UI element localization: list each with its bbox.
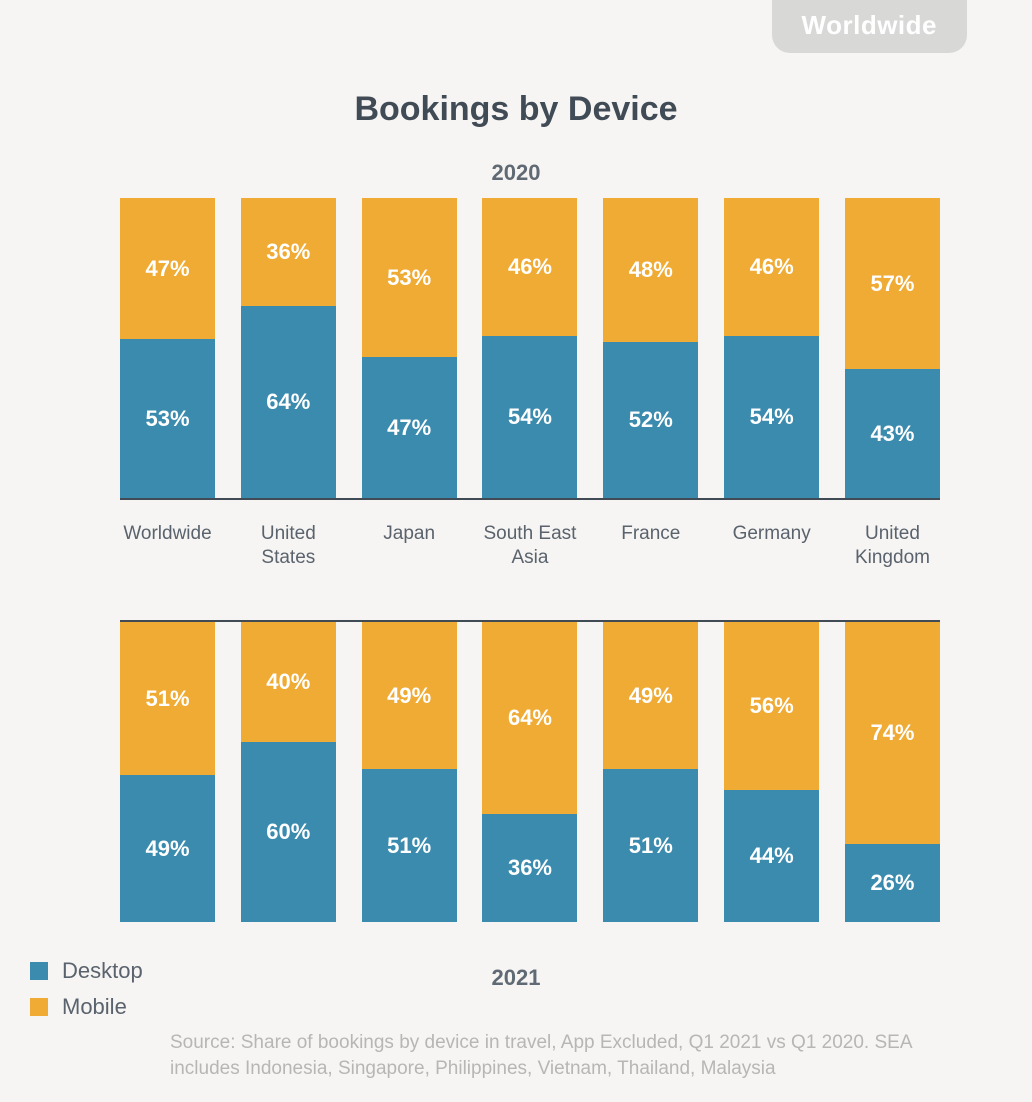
legend-item-desktop: Desktop: [30, 958, 143, 984]
bar-segment-desktop: 53%: [120, 339, 215, 498]
bar-segment-mobile: 53%: [362, 198, 457, 357]
bar-segment-desktop: 60%: [241, 742, 336, 922]
category-labels: Worldwide United States Japan South East As…: [120, 510, 940, 610]
category-label: South East Asia: [482, 510, 577, 610]
bar-segment-desktop: 54%: [724, 336, 819, 498]
chart-2020: 47%53%36%64%53%47%46%54%48%52%46%54%57%4…: [120, 200, 940, 500]
bar-segment-desktop: 43%: [845, 369, 940, 498]
bar-segment-desktop: 51%: [362, 769, 457, 922]
bar-segment-desktop: 64%: [241, 306, 336, 498]
bar-segment-mobile: 51%: [120, 622, 215, 775]
chart-2021: 51%49%40%60%49%51%64%36%49%51%56%44%74%2…: [120, 620, 940, 920]
bar-segment-desktop: 44%: [724, 790, 819, 922]
bar-segment-mobile: 64%: [482, 622, 577, 814]
bar-2021: 74%26%: [845, 622, 940, 922]
bar-2020: 48%52%: [603, 198, 698, 498]
category-label: Germany: [724, 510, 819, 610]
bar-2021: 40%60%: [241, 622, 336, 922]
bar-segment-mobile: 47%: [120, 198, 215, 339]
legend-label-desktop: Desktop: [62, 958, 143, 984]
category-label: France: [603, 510, 698, 610]
bar-segment-mobile: 57%: [845, 198, 940, 369]
bar-2020: 57%43%: [845, 198, 940, 498]
region-badge: Worldwide: [772, 0, 967, 53]
bar-2020: 36%64%: [241, 198, 336, 498]
bar-segment-mobile: 49%: [362, 622, 457, 769]
legend-item-mobile: Mobile: [30, 994, 143, 1020]
year-label-bottom: 2021: [0, 965, 1032, 991]
bar-segment-desktop: 47%: [362, 357, 457, 498]
bar-segment-mobile: 48%: [603, 198, 698, 342]
bar-2020: 46%54%: [482, 198, 577, 498]
bar-segment-desktop: 54%: [482, 336, 577, 498]
bar-2021: 49%51%: [362, 622, 457, 922]
bar-segment-mobile: 36%: [241, 198, 336, 306]
category-label: United Kingdom: [845, 510, 940, 610]
bar-segment-desktop: 26%: [845, 844, 940, 922]
bar-segment-mobile: 46%: [724, 198, 819, 336]
bar-segment-desktop: 52%: [603, 342, 698, 498]
legend-label-mobile: Mobile: [62, 994, 127, 1020]
bar-2021: 64%36%: [482, 622, 577, 922]
bar-2021: 49%51%: [603, 622, 698, 922]
bar-2020: 46%54%: [724, 198, 819, 498]
bar-2020: 53%47%: [362, 198, 457, 498]
legend: Desktop Mobile: [30, 958, 143, 1030]
bar-segment-mobile: 40%: [241, 622, 336, 742]
source-text: Source: Share of bookings by device in t…: [170, 1030, 930, 1081]
chart-title: Bookings by Device: [0, 90, 1032, 129]
legend-swatch-desktop: [30, 962, 48, 980]
bar-segment-desktop: 49%: [120, 775, 215, 922]
category-label: United States: [241, 510, 336, 610]
category-label: Worldwide: [120, 510, 215, 610]
bar-2020: 47%53%: [120, 198, 215, 498]
legend-swatch-mobile: [30, 998, 48, 1016]
bar-segment-desktop: 51%: [603, 769, 698, 922]
bar-segment-mobile: 46%: [482, 198, 577, 336]
bar-segment-mobile: 74%: [845, 622, 940, 844]
bar-segment-desktop: 36%: [482, 814, 577, 922]
bar-2021: 51%49%: [120, 622, 215, 922]
bar-2021: 56%44%: [724, 622, 819, 922]
bar-segment-mobile: 49%: [603, 622, 698, 769]
bar-segment-mobile: 56%: [724, 622, 819, 790]
category-label: Japan: [362, 510, 457, 610]
year-label-top: 2020: [0, 160, 1032, 186]
